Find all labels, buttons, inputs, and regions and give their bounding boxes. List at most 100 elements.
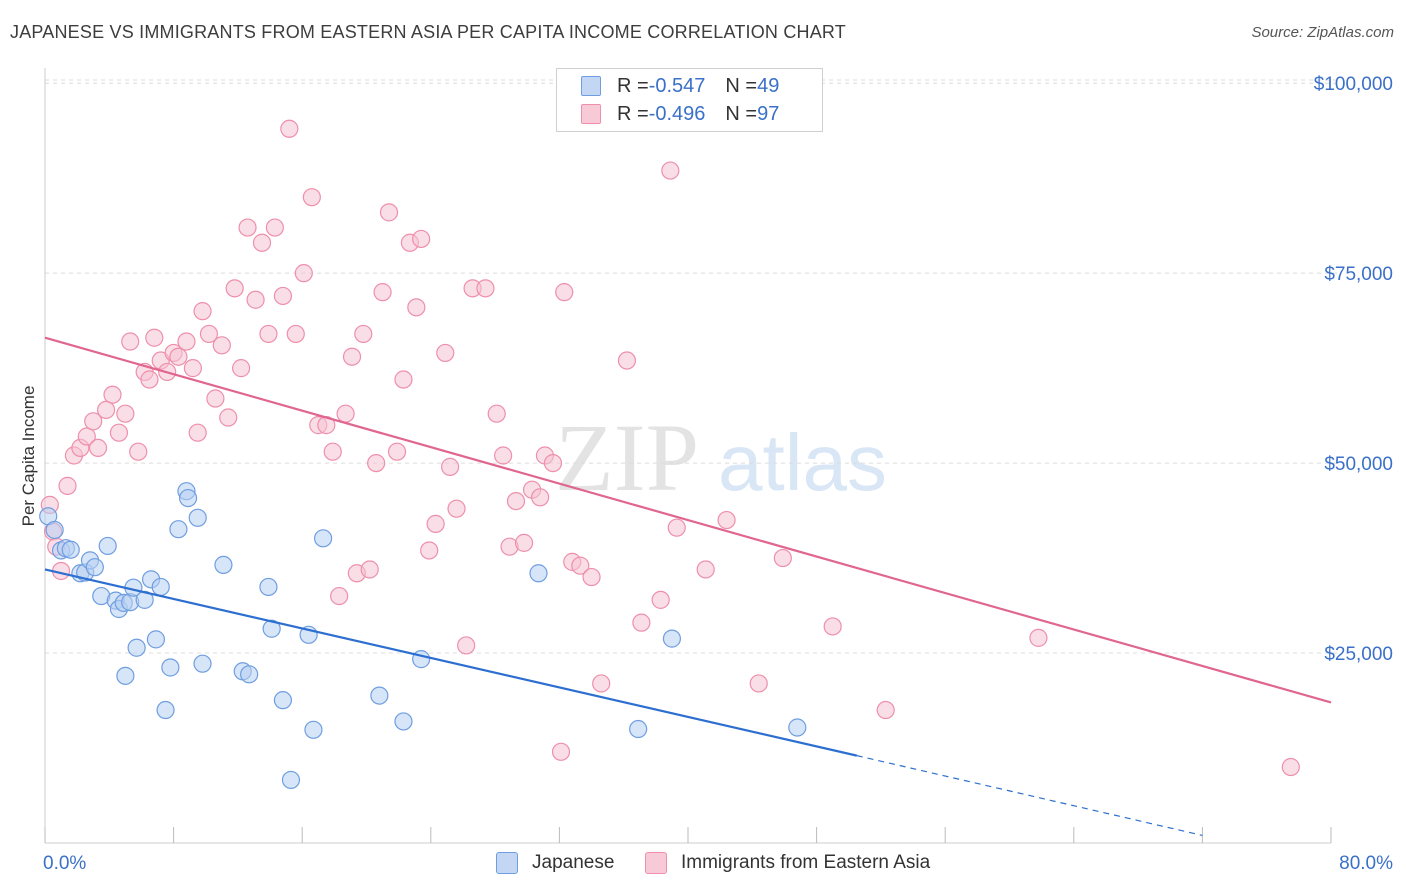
japanese-point	[273, 691, 293, 710]
immigrants-point	[225, 279, 244, 298]
immigrants-point	[555, 283, 574, 302]
legend-japanese-swatch	[496, 852, 518, 874]
legend-item-immigrants: Immigrants from Eastern Asia	[645, 852, 930, 874]
immigrants-point	[823, 617, 842, 636]
immigrants-point	[420, 541, 439, 560]
japanese-point	[146, 630, 166, 649]
immigrants-point	[232, 359, 251, 378]
immigrants-point	[246, 290, 265, 309]
japanese-point	[61, 540, 80, 559]
immigrants-point	[342, 347, 362, 366]
y-tick-label: $50,000	[1324, 454, 1393, 475]
legend-row-japanese: R = -0.547 N = 49	[581, 73, 779, 99]
immigrants-point	[651, 590, 670, 609]
immigrants-point	[506, 491, 526, 511]
immigrants-point	[476, 279, 495, 298]
y-tick-label: $75,000	[1324, 264, 1393, 285]
japanese-point	[259, 577, 278, 597]
japanese-point	[169, 520, 188, 539]
immigrants-point	[661, 161, 680, 180]
immigrants-point	[876, 700, 895, 720]
immigrants-point	[354, 324, 373, 344]
immigrants-point	[551, 742, 571, 761]
immigrants-point	[109, 423, 129, 442]
japanese-point	[313, 529, 333, 548]
legend-item-japanese: Japanese	[496, 852, 614, 874]
immigrants-point	[103, 385, 122, 404]
japanese-point	[788, 718, 807, 737]
japanese-point	[529, 564, 548, 583]
series-legend: Japanese Immigrants from Eastern Asia	[0, 852, 1406, 878]
japanese-point	[370, 686, 389, 705]
x-tick-label-min: 0.0%	[43, 853, 86, 874]
japanese-point	[116, 666, 135, 685]
immigrants-point	[206, 389, 225, 408]
japanese-point	[662, 629, 682, 648]
japanese-n-label: N =	[725, 74, 758, 97]
immigrants-point	[259, 324, 278, 344]
immigrants-point	[617, 351, 637, 370]
immigrants-point	[212, 336, 231, 355]
trend-lines	[44, 336, 1332, 836]
immigrants-point	[387, 442, 407, 461]
immigrants-n-label: N =	[725, 102, 758, 125]
x-tick-label-max: 80.0%	[1339, 853, 1393, 874]
immigrants-point	[273, 286, 293, 306]
legend-immigrants-swatch	[645, 852, 667, 874]
immigrants-point	[188, 423, 207, 442]
immigrants-point	[58, 476, 77, 495]
series-immigrants-points	[40, 119, 1300, 777]
immigrants-point	[96, 400, 116, 420]
japanese-r-value: -0.547	[648, 74, 706, 97]
immigrants-point	[294, 264, 313, 283]
immigrants-point	[426, 514, 445, 533]
japanese-point	[262, 619, 281, 638]
chart-source: Source: ZipAtlas.com	[1251, 24, 1394, 41]
japanese-point	[85, 558, 104, 577]
chart-title: JAPANESE VS IMMIGRANTS FROM EASTERN ASIA…	[10, 22, 847, 42]
series-japanese-points	[39, 482, 807, 790]
japanese-point	[281, 770, 301, 790]
immigrants-point	[121, 332, 140, 351]
japanese-point	[161, 658, 180, 677]
immigrants-point	[199, 324, 219, 344]
japanese-swatch	[581, 76, 601, 96]
y-axis-label: Per Capita Income	[19, 386, 38, 527]
immigrants-point	[169, 347, 188, 366]
japanese-point	[412, 650, 431, 669]
immigrants-point	[379, 203, 399, 222]
immigrants-point	[252, 233, 272, 252]
immigrants-point	[412, 229, 431, 249]
japanese-point	[214, 555, 233, 575]
immigrants-point	[773, 548, 792, 568]
immigrants-point	[696, 560, 715, 579]
immigrants-point	[1281, 757, 1300, 777]
immigrants-point	[219, 408, 238, 427]
immigrants-point	[367, 453, 386, 473]
immigrants-point	[531, 488, 550, 507]
immigrants-r-label: R =	[617, 102, 649, 125]
immigrants-point	[336, 404, 355, 423]
immigrants-point	[1029, 628, 1048, 647]
immigrants-point	[323, 442, 342, 461]
correlation-legend: R = -0.547 N = 49 R = -0.496 N = 97	[556, 68, 823, 132]
legend-row-immigrants: R = -0.496 N = 97	[581, 101, 779, 127]
immigrants-r-value: -0.496	[648, 102, 706, 125]
immigrants-point	[286, 324, 305, 344]
immigrants-point	[330, 586, 349, 606]
immigrants-point	[265, 218, 284, 237]
immigrants-point	[280, 119, 299, 138]
japanese-point	[45, 520, 64, 540]
y-tick-label: $100,000	[1314, 74, 1393, 95]
immigrants-point	[571, 556, 590, 575]
immigrants-point	[667, 518, 686, 537]
watermark-atlas: atlas	[718, 418, 887, 507]
japanese-point	[240, 665, 259, 684]
watermark-zip: ZIP	[555, 404, 699, 511]
immigrants-point	[592, 674, 611, 693]
immigrants-point	[582, 567, 601, 587]
immigrants-point	[407, 298, 426, 317]
japanese-point	[394, 712, 413, 731]
immigrants-trend-line	[44, 336, 1332, 704]
